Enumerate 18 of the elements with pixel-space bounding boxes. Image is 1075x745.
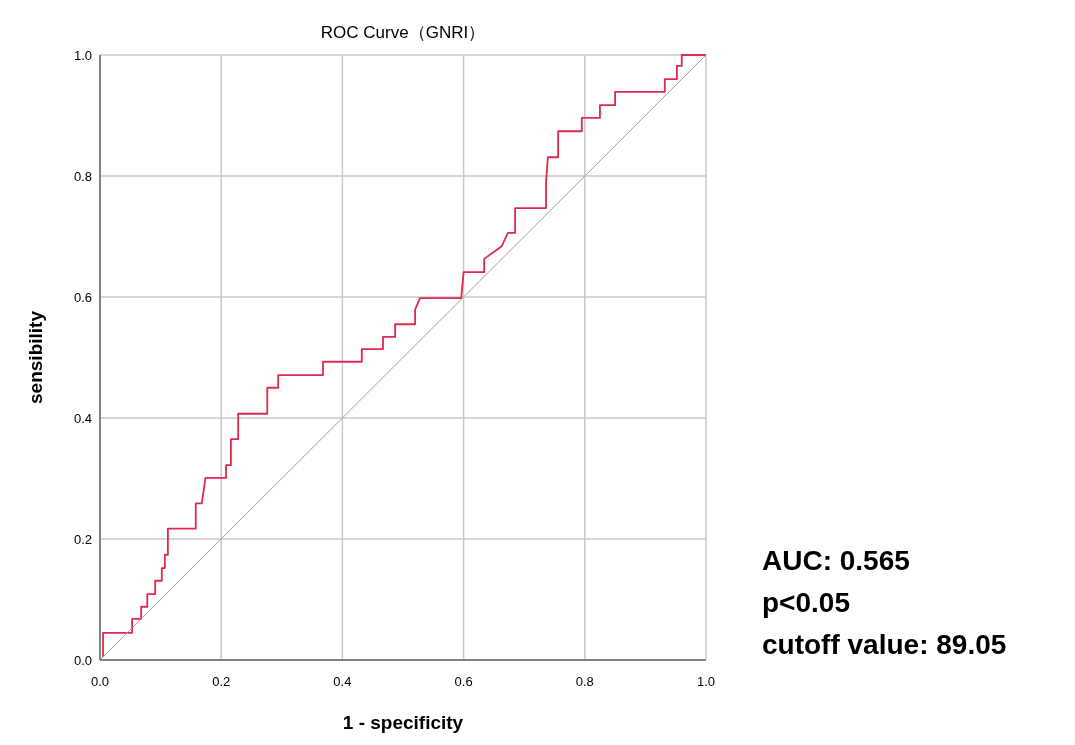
y-tick-label: 0.6 (73, 290, 92, 305)
x-tick-label: 1.0 (696, 674, 716, 689)
y-tick-label: 0.0 (73, 653, 92, 668)
y-axis-title: sensibility (25, 310, 46, 404)
text: AUC: 0.565 (762, 545, 910, 576)
x-tick-label: 0.0 (90, 674, 110, 689)
y-tick-label: 1.0 (73, 48, 92, 63)
x-tick-label: 0.2 (212, 674, 231, 689)
y-tick-label: 0.2 (73, 532, 92, 547)
text: p<0.05 (762, 587, 850, 618)
chart-title: ROC Curve（GNRI） (320, 23, 486, 42)
text: cutoff value: 89.05 (762, 629, 1007, 660)
x-tick-label: 0.6 (454, 674, 473, 689)
y-tick-label: 0.4 (73, 411, 92, 426)
y-tick-label: 0.8 (73, 169, 92, 184)
x-axis-title: 1 - specificity (342, 712, 464, 733)
x-tick-label: 0.8 (575, 674, 594, 689)
x-tick-label: 0.4 (333, 674, 352, 689)
